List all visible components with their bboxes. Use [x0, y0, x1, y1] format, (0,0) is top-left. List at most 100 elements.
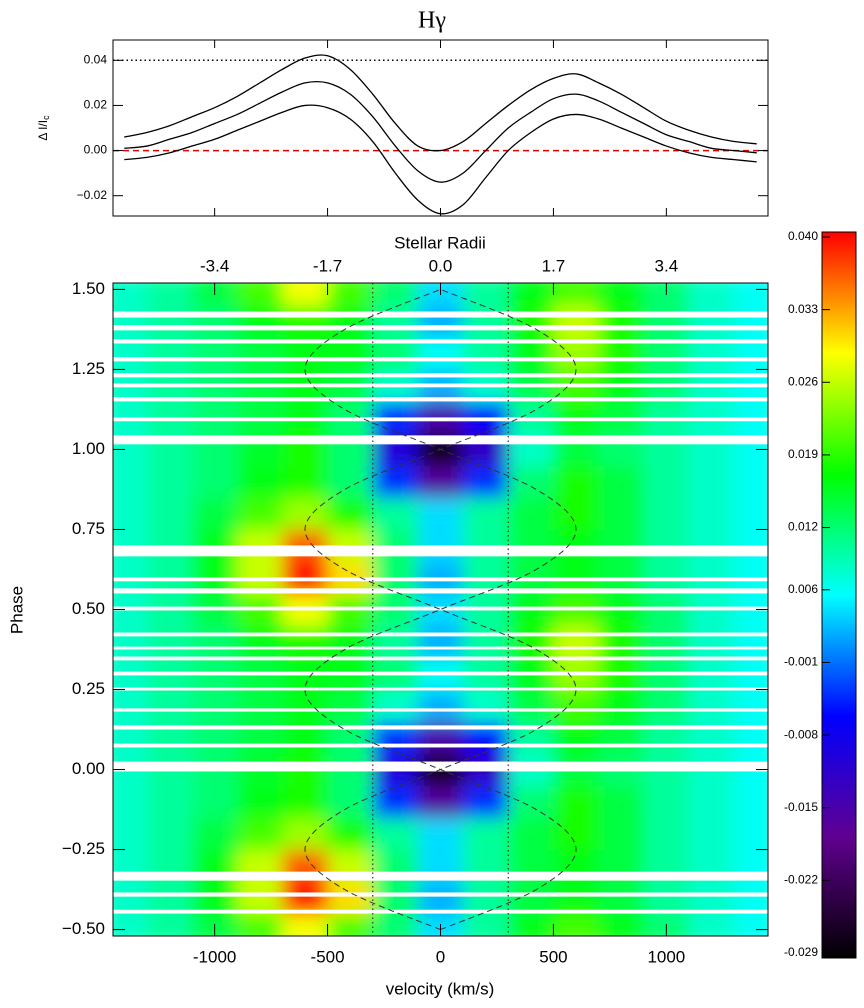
heatmap-cell — [688, 689, 735, 723]
x-tick-label: -1000 — [193, 947, 236, 966]
x2-tick-label: 0.0 — [429, 256, 453, 275]
heatmap-cell — [282, 283, 329, 306]
heatmap-cell — [463, 497, 509, 530]
heatmap-cell — [553, 817, 600, 851]
heatmap-cell — [417, 625, 464, 659]
heatmap-cell — [327, 689, 374, 723]
colorbar-tick-label: 0.012 — [788, 520, 818, 534]
colorbar-tick-label: 0.026 — [788, 374, 818, 388]
heatmap-cell — [237, 817, 283, 851]
x-tick-label: 0 — [436, 947, 445, 966]
heatmap-cell — [282, 689, 329, 723]
heatmap-cell — [508, 305, 554, 338]
heatmap-cell — [113, 497, 148, 530]
heatmap-cell — [372, 689, 419, 723]
y-tick-label: 0.25 — [72, 679, 105, 698]
heatmap-cell — [688, 305, 735, 338]
y-tick-label: −0.25 — [62, 839, 105, 858]
heatmap-cell — [463, 817, 509, 851]
heatmap-cell — [734, 913, 768, 936]
heatmap-cell — [282, 465, 329, 498]
heatmap-cell — [192, 689, 238, 723]
colorbar-tick-label: 0.033 — [788, 302, 818, 316]
y-tick-label: 1.25 — [72, 359, 105, 378]
heatmap-cell — [734, 283, 768, 306]
heatmap-cell — [192, 881, 238, 915]
colorbar-tick-label: -0.015 — [784, 800, 818, 814]
heatmap-cell — [417, 305, 464, 338]
y-tick-label: 0.02 — [84, 98, 108, 112]
data-gap — [113, 417, 768, 422]
heatmap-cell — [508, 465, 554, 498]
data-gap — [113, 761, 768, 772]
heatmap-cell — [146, 817, 193, 851]
spectra-area — [113, 54, 768, 215]
heatmap-cell — [282, 305, 329, 338]
heatmap-cell — [643, 689, 690, 723]
colorbar-tick-label: -0.022 — [784, 873, 818, 887]
heatmap-cell — [113, 913, 148, 936]
data-gap — [113, 311, 768, 318]
y-tick-label: 0.50 — [72, 599, 105, 618]
colorbar-tick-label: -0.008 — [784, 727, 818, 741]
heatmap-cell — [463, 785, 509, 819]
heatmap-cell — [417, 465, 464, 498]
heatmap-cell — [734, 625, 768, 659]
heatmap-cell — [643, 497, 690, 530]
heatmap-cell — [372, 497, 419, 530]
heatmap-cell — [598, 305, 645, 338]
heatmap-cell — [372, 625, 419, 659]
data-gap — [113, 656, 768, 661]
x2-tick-label: -3.4 — [200, 256, 229, 275]
heatmap-cell — [417, 689, 464, 723]
heatmap-cell — [553, 305, 600, 338]
heatmap-cell — [192, 305, 238, 338]
data-gap — [113, 725, 768, 730]
heatmap-cell — [508, 817, 554, 851]
data-gap — [113, 909, 768, 914]
heatmap-cell — [192, 817, 238, 851]
heatmap-cell — [327, 465, 374, 498]
heatmap-cell — [327, 305, 374, 338]
heatmap-cell — [643, 881, 690, 915]
data-gap — [113, 606, 768, 611]
heatmap-cell — [553, 689, 600, 723]
data-gap — [113, 577, 768, 582]
heatmap-cell — [282, 817, 329, 851]
chart-title: Hγ — [418, 8, 446, 34]
y-tick-label: 0.00 — [84, 143, 108, 157]
heatmap-cell — [146, 689, 193, 723]
data-gap — [113, 892, 768, 897]
y-axis-label: Δ I/Ic — [36, 115, 51, 141]
heatmap-cell — [553, 785, 600, 819]
heatmap-cell — [643, 625, 690, 659]
heatmap-cell — [598, 689, 645, 723]
heatmap-cell — [327, 881, 374, 915]
heatmap-cell — [113, 785, 148, 819]
heatmap-cell — [372, 465, 419, 498]
heatmap-cell — [463, 881, 509, 915]
heatmap-cell — [734, 881, 768, 915]
heatmap-cell — [734, 785, 768, 819]
heatmap-cell — [734, 817, 768, 851]
heatmap-cell — [688, 785, 735, 819]
heatmap-cell — [508, 497, 554, 530]
heatmap-cell — [463, 913, 509, 936]
heatmap-cell — [192, 785, 238, 819]
heatmap-cell — [192, 625, 238, 659]
data-gap — [113, 632, 768, 637]
heatmap-cell — [688, 283, 735, 306]
heatmap-cell — [598, 625, 645, 659]
heatmap-cell — [146, 625, 193, 659]
heatmap-cell — [237, 913, 283, 936]
data-gap — [113, 357, 768, 362]
heatmap-cell — [734, 689, 768, 723]
heatmap-cell — [553, 625, 600, 659]
heatmap-cell — [688, 817, 735, 851]
data-gap — [113, 687, 768, 691]
heatmap-cell — [237, 497, 283, 530]
heatmap-cell — [327, 817, 374, 851]
y-tick-label: 1.00 — [72, 439, 105, 458]
data-gap — [113, 373, 768, 378]
heatmap-cell — [327, 283, 374, 306]
